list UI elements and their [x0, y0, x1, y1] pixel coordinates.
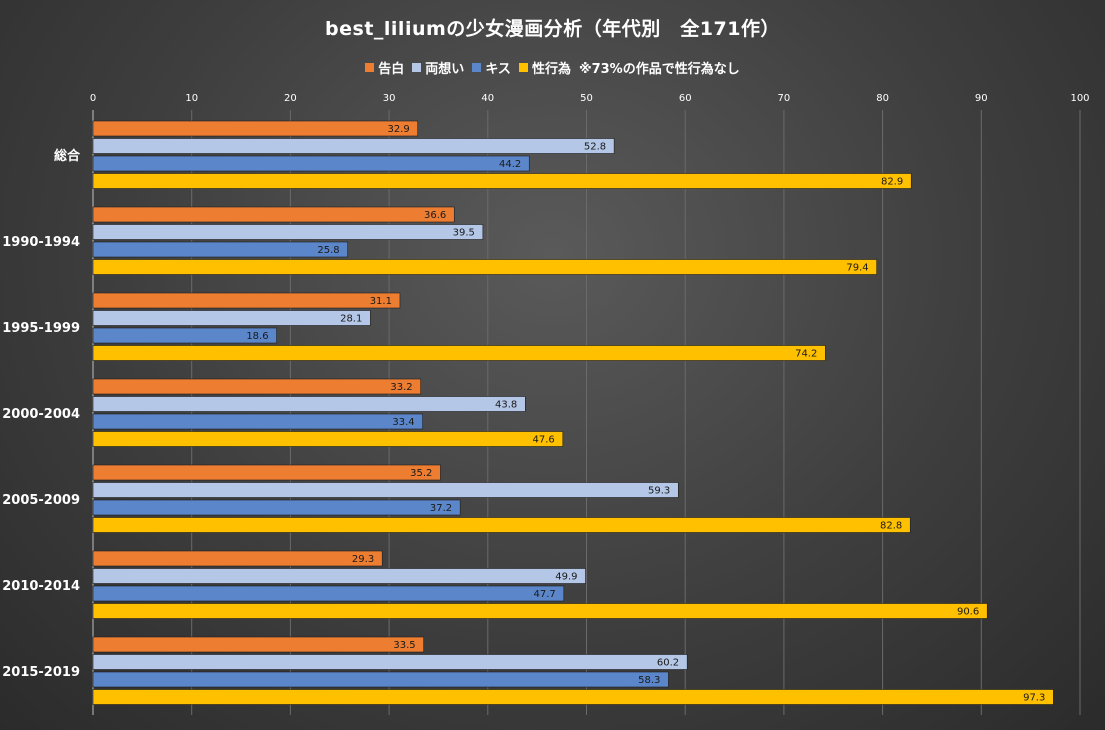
- chart-title: best_liliumの少女漫画分析（年代別 全171作）: [325, 18, 780, 40]
- bar-4-3: [92, 517, 911, 533]
- legend-item-ryouomoi: 両想い: [412, 58, 464, 77]
- legend: 告白 両想い キス 性行為 ※73%の作品で性行為なし: [0, 58, 1105, 77]
- data-label-3-2: 33.4: [392, 417, 414, 428]
- bar-0-2: [92, 155, 530, 172]
- data-label-4-0: 35.2: [410, 468, 432, 479]
- bar-0-3: [92, 173, 912, 189]
- data-label-6-0: 33.5: [393, 640, 415, 651]
- data-label-4-1: 59.3: [648, 486, 670, 497]
- x-tick-label-70: 70: [778, 93, 791, 104]
- data-label-1-0: 36.6: [424, 210, 446, 221]
- category-label-3: 2000-2004: [2, 407, 80, 422]
- data-label-6-1: 60.2: [657, 658, 679, 669]
- bar-6-2: [92, 671, 669, 688]
- category-label-0: 総合: [54, 148, 81, 164]
- data-label-5-0: 29.3: [352, 554, 374, 565]
- bar-2-0: [92, 292, 401, 309]
- data-label-5-2: 47.7: [534, 589, 556, 600]
- legend-label-kokuhaku: 告白: [378, 62, 405, 77]
- data-label-6-2: 58.3: [638, 675, 660, 686]
- bar-5-3: [92, 603, 988, 619]
- bar-5-1: [92, 568, 586, 584]
- x-tick-label-80: 80: [876, 93, 889, 104]
- data-label-0-1: 52.8: [584, 142, 606, 153]
- bar-4-1: [92, 482, 679, 498]
- category-label-4: 2005-2009: [2, 493, 80, 508]
- bar-2-3: [92, 345, 826, 361]
- legend-note: ※73%の作品で性行為なし: [578, 62, 740, 77]
- data-label-5-1: 49.9: [555, 572, 577, 583]
- data-label-0-3: 82.9: [881, 177, 903, 188]
- bar-4-2: [92, 499, 461, 516]
- legend-item-seikoui: 性行為: [518, 58, 571, 77]
- x-tick-label-20: 20: [284, 93, 297, 104]
- bar-2-1: [92, 310, 371, 326]
- x-tick-label-0: 0: [90, 93, 96, 104]
- data-label-3-1: 43.8: [495, 400, 517, 411]
- x-tick-label-50: 50: [580, 93, 593, 104]
- data-label-2-1: 28.1: [340, 314, 362, 325]
- bar-6-3: [92, 689, 1054, 705]
- bar-5-0: [92, 550, 383, 567]
- x-tick-label-30: 30: [383, 93, 396, 104]
- x-tick-label-90: 90: [975, 93, 988, 104]
- bar-4-0: [92, 464, 441, 481]
- legend-label-seikoui: 性行為: [531, 62, 571, 77]
- bar-1-1: [92, 224, 484, 240]
- bar-3-3: [92, 431, 564, 447]
- x-tick-label-40: 40: [481, 93, 494, 104]
- bar-3-2: [92, 413, 423, 430]
- data-label-3-3: 47.6: [533, 435, 555, 446]
- data-label-3-0: 33.2: [390, 382, 412, 393]
- bar-1-2: [92, 241, 348, 258]
- bar-6-0: [92, 636, 424, 653]
- x-tick-label-60: 60: [679, 93, 692, 104]
- bar-0-0: [92, 120, 419, 137]
- category-label-1: 1990-1994: [2, 235, 80, 250]
- data-label-1-2: 25.8: [317, 245, 339, 256]
- legend-label-ryouomoi: 両想い: [425, 62, 465, 77]
- bar-1-3: [92, 259, 877, 275]
- legend-swatch-ryouomoi: [412, 63, 422, 72]
- bar-5-2: [92, 585, 565, 602]
- bar-1-0: [92, 206, 455, 223]
- x-tick-label-10: 10: [185, 93, 198, 104]
- bar-3-1: [92, 396, 526, 412]
- bar-2-2: [92, 327, 277, 344]
- category-label-5: 2010-2014: [2, 579, 80, 594]
- x-tick-label-100: 100: [1070, 93, 1089, 104]
- data-label-2-2: 18.6: [246, 331, 268, 342]
- legend-swatch-kiss: [472, 63, 482, 72]
- data-label-4-2: 37.2: [430, 503, 452, 514]
- bar-6-1: [92, 654, 688, 670]
- legend-item-kokuhaku: 告白: [365, 58, 404, 77]
- legend-swatch-seikoui: [518, 63, 528, 72]
- bar-0-1: [92, 138, 615, 154]
- legend-swatch-kokuhaku: [365, 63, 375, 72]
- data-label-4-3: 82.8: [880, 521, 902, 532]
- data-label-5-3: 90.6: [957, 607, 979, 618]
- data-label-2-3: 74.2: [795, 349, 817, 360]
- legend-item-kiss: キス: [472, 58, 511, 77]
- data-label-1-1: 39.5: [453, 228, 475, 239]
- data-label-0-2: 44.2: [499, 159, 521, 170]
- data-label-0-0: 32.9: [387, 124, 409, 135]
- data-label-6-3: 97.3: [1023, 693, 1045, 704]
- data-label-2-0: 31.1: [370, 296, 392, 307]
- category-label-6: 2015-2019: [2, 665, 80, 680]
- legend-label-kiss: キス: [485, 62, 511, 77]
- category-label-2: 1995-1999: [2, 321, 80, 336]
- data-label-1-3: 79.4: [846, 263, 868, 274]
- bar-3-0: [92, 378, 421, 395]
